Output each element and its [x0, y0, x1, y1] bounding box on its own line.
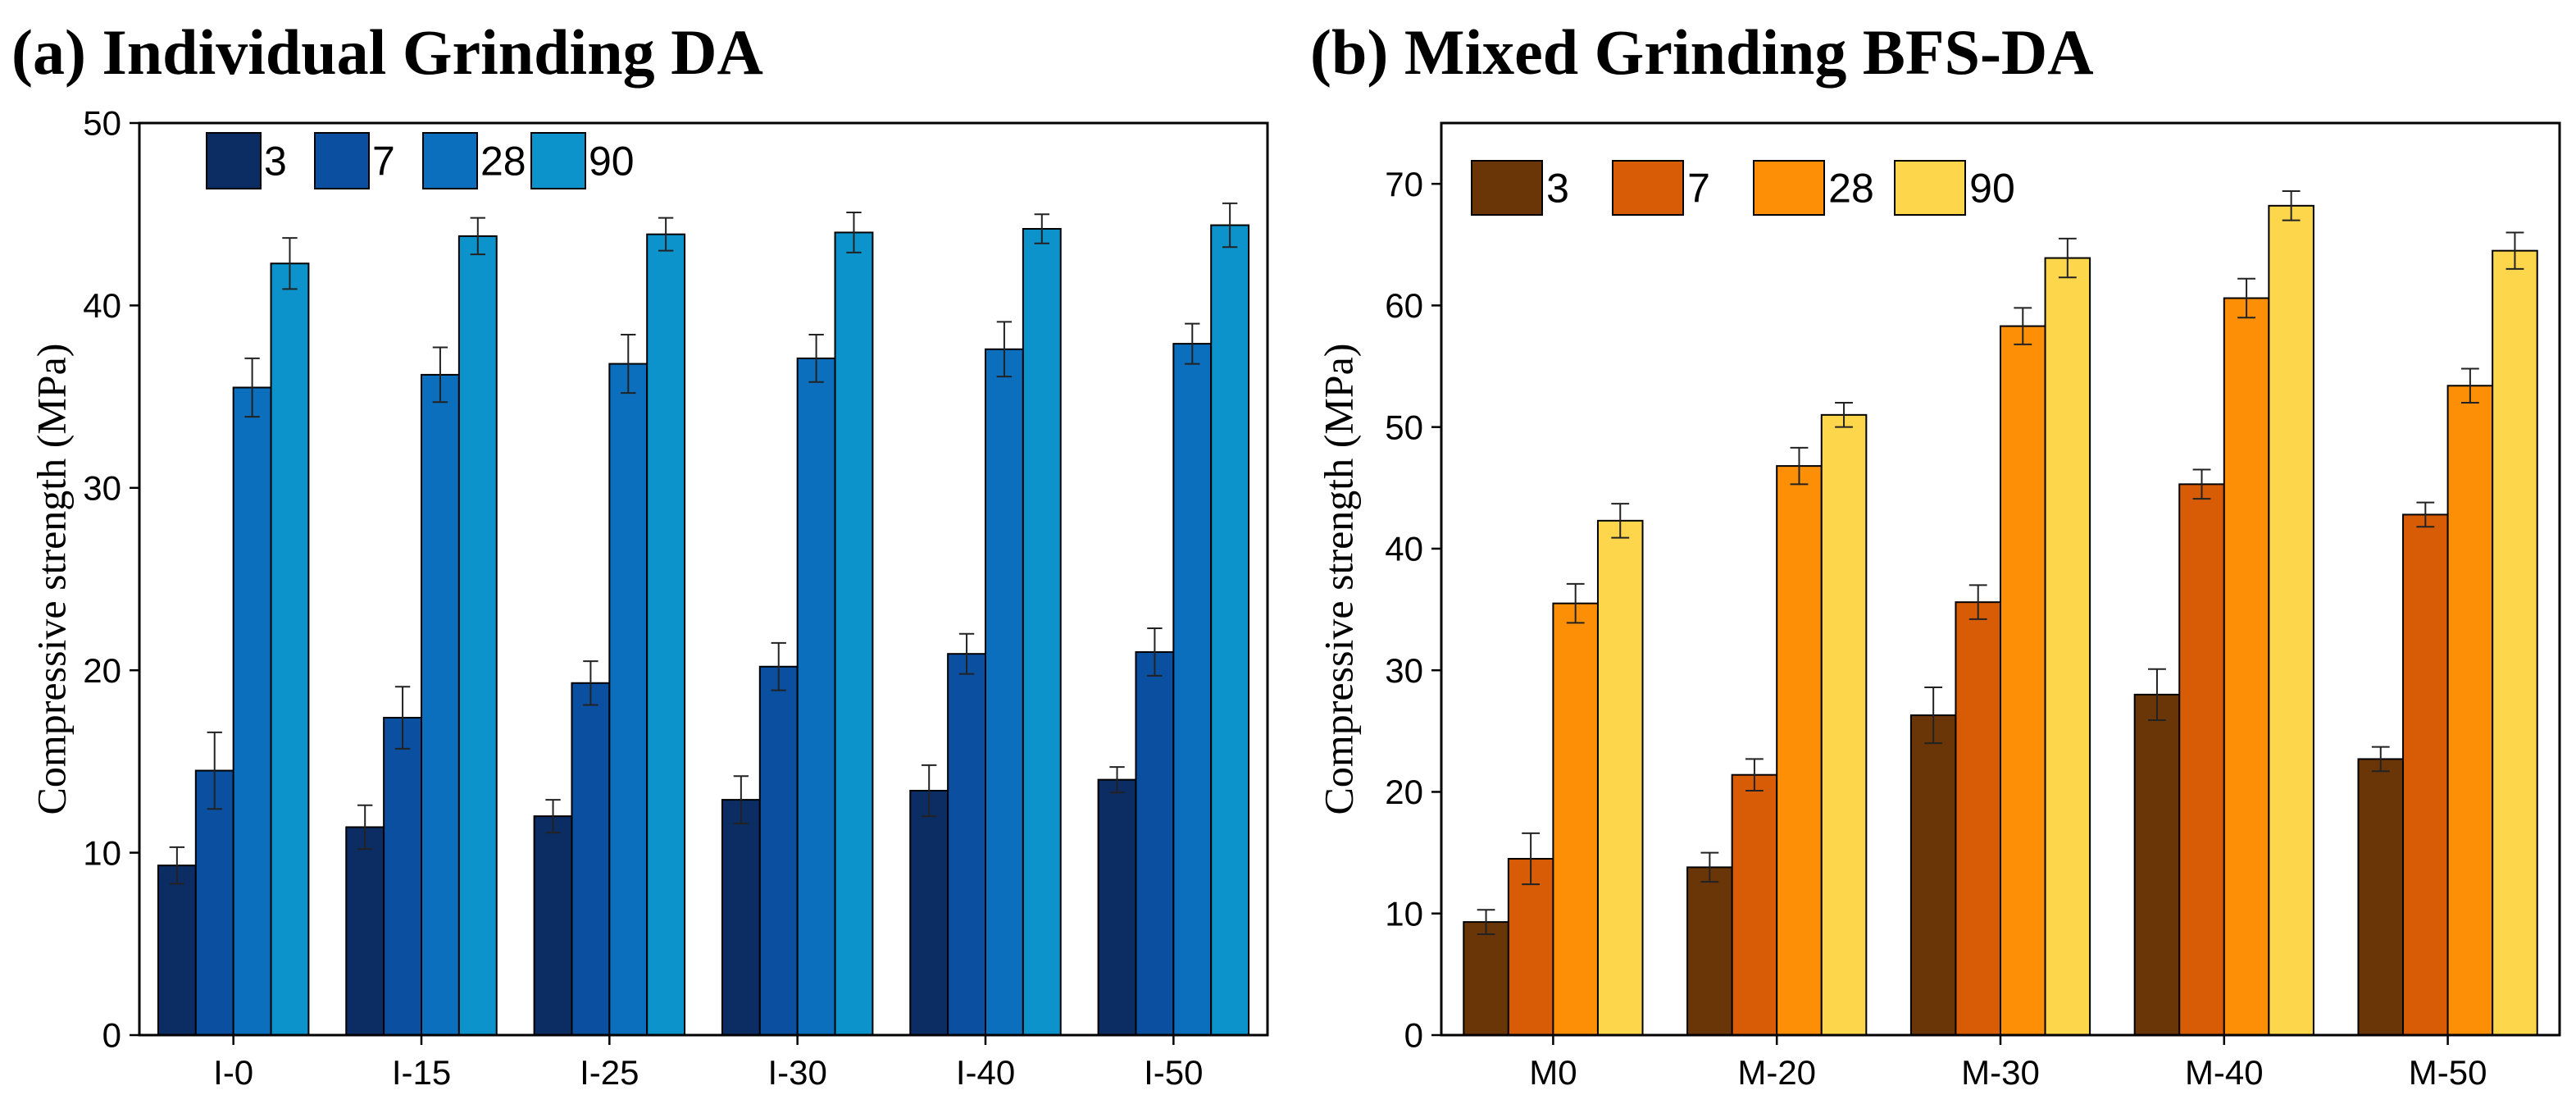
x-tick-label: I-30 [767, 1053, 826, 1092]
bar-I-15-28 [421, 373, 460, 1036]
x-tick-label: I-15 [392, 1053, 451, 1092]
y-tick-label: 10 [1385, 894, 1423, 933]
x-tick-label: M-50 [2409, 1053, 2487, 1092]
bar-M-20-7 [1731, 773, 1778, 1037]
bar-I-40-90 [1022, 227, 1062, 1036]
y-tick-label: 0 [1404, 1016, 1423, 1055]
bar-I-40-28 [985, 348, 1024, 1036]
x-tick-label: M0 [1529, 1053, 1577, 1092]
legend-swatch-3 [206, 132, 262, 189]
bar-I-15-90 [457, 235, 498, 1036]
x-tick-label: I-0 [213, 1053, 253, 1092]
bar-M-30-7 [1955, 601, 2001, 1036]
bar-M-40-28 [2223, 297, 2270, 1036]
bar-I-40-3 [909, 789, 949, 1036]
bar-M0-7 [1507, 858, 1554, 1036]
legend-label-3: 3 [1546, 166, 1569, 212]
panel-title: (b) Mixed Grinding BFS-DA [1310, 16, 2094, 88]
bar-I-25-90 [646, 233, 686, 1036]
bar-I-0-3 [157, 864, 197, 1036]
bar-I-30-3 [721, 799, 761, 1036]
bar-M-50-28 [2446, 385, 2494, 1037]
legend-label-28: 28 [480, 139, 526, 185]
legend-label-90: 90 [589, 139, 635, 185]
bar-I-0-7 [194, 769, 234, 1037]
bar-M-30-28 [2000, 325, 2046, 1036]
legend-swatch-28 [1753, 160, 1825, 216]
y-tick-label: 50 [83, 104, 121, 143]
legend-label-90: 90 [1969, 166, 2015, 212]
y-tick-label: 20 [1385, 773, 1423, 811]
bar-M0-90 [1596, 519, 1644, 1036]
legend-label-28: 28 [1828, 166, 1874, 212]
bar-I-0-90 [270, 262, 310, 1036]
bar-M0-28 [1552, 602, 1599, 1036]
bar-I-50-28 [1172, 343, 1213, 1036]
legend-swatch-90 [1894, 160, 1966, 216]
bar-I-15-3 [345, 826, 385, 1036]
bar-M-20-28 [1776, 465, 1823, 1036]
legend-swatch-3 [1471, 160, 1543, 216]
x-tick-label: I-50 [1144, 1053, 1203, 1092]
bar-I-50-7 [1135, 650, 1175, 1037]
plot-frame [1440, 121, 2561, 1037]
bar-I-50-90 [1210, 224, 1250, 1036]
legend-swatch-7 [1612, 160, 1684, 216]
y-tick-label: 50 [1385, 408, 1423, 446]
bar-I-30-7 [758, 665, 799, 1036]
y-tick-label: 30 [83, 469, 121, 508]
y-tick-label: 10 [83, 833, 121, 872]
legend-swatch-28 [422, 132, 478, 189]
bar-I-15-7 [383, 717, 422, 1036]
x-tick-label: I-40 [956, 1053, 1015, 1092]
y-tick-label: 40 [83, 286, 121, 325]
bar-I-50-3 [1097, 778, 1137, 1036]
legend-swatch-90 [530, 132, 586, 189]
bar-M-30-3 [1909, 714, 1957, 1036]
panel-b: (b) Mixed Grinding BFS-DA Compressive str… [1310, 16, 2561, 1092]
y-tick-label: 40 [1385, 530, 1423, 568]
x-tick-label: M-40 [2185, 1053, 2264, 1092]
bar-M-30-90 [2044, 257, 2091, 1036]
bar-M-40-90 [2268, 204, 2314, 1036]
bar-I-25-3 [533, 815, 573, 1036]
bar-I-25-7 [571, 682, 611, 1036]
x-tick-label: I-25 [580, 1053, 639, 1092]
bar-M-40-3 [2133, 693, 2181, 1036]
bar-M-20-90 [1820, 413, 1868, 1036]
bar-I-25-28 [608, 363, 649, 1036]
y-tick-label: 70 [1385, 165, 1423, 203]
bar-M-50-7 [2402, 513, 2449, 1036]
panel-a: (a) Individual Grinding DA Compressive st… [11, 16, 1269, 1092]
x-tick-label: M-20 [1737, 1053, 1816, 1092]
bar-I-40-7 [947, 653, 986, 1037]
legend-swatch-7 [314, 132, 370, 189]
legend-label-7: 7 [372, 139, 395, 185]
plot-frame [138, 121, 1269, 1037]
legend-label-3: 3 [264, 139, 287, 185]
bar-M-40-7 [2178, 483, 2225, 1036]
y-tick-label: 30 [1385, 651, 1423, 690]
y-axis-title: Compressive strength (MPa) [29, 344, 75, 815]
x-tick-label: M-30 [1961, 1053, 2040, 1092]
bar-M-50-90 [2492, 249, 2538, 1036]
panel-title: (a) Individual Grinding DA [11, 16, 763, 88]
y-tick-label: 20 [83, 651, 121, 690]
bar-I-0-28 [232, 386, 272, 1037]
bar-I-30-90 [834, 231, 874, 1036]
bar-M-20-3 [1686, 866, 1733, 1036]
y-tick-label: 0 [102, 1016, 121, 1055]
bar-I-30-28 [796, 357, 836, 1036]
y-axis-title: Compressive strength (MPa) [1316, 344, 1362, 815]
y-tick-label: 60 [1385, 286, 1423, 325]
bar-M-50-3 [2357, 758, 2405, 1037]
legend-label-7: 7 [1687, 166, 1710, 212]
bar-M0-3 [1463, 921, 1509, 1037]
